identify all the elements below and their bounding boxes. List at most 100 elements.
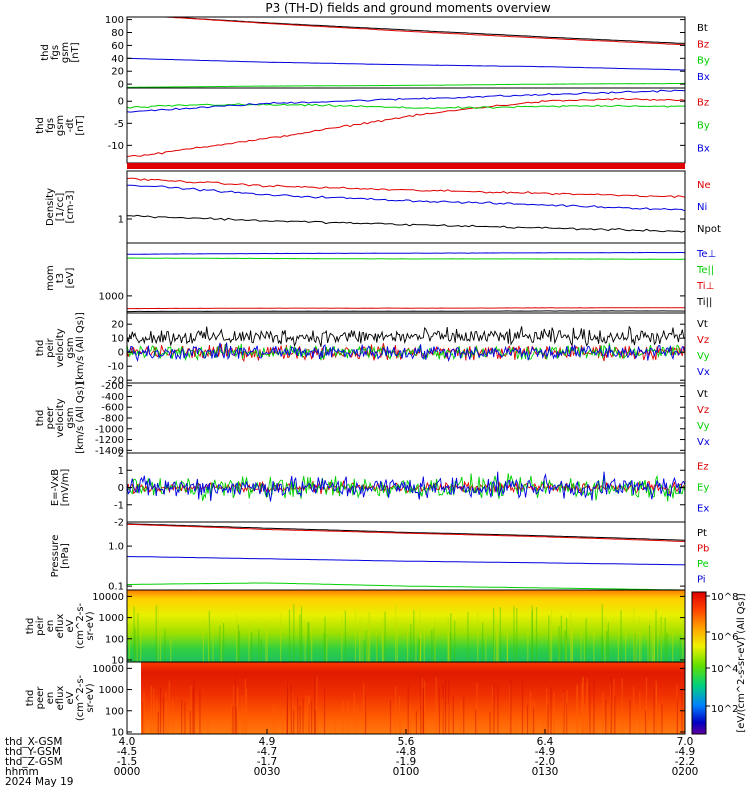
y-tick-label: 0 bbox=[118, 483, 124, 494]
spectrogram-streak bbox=[644, 710, 647, 734]
spectrogram-streak bbox=[660, 616, 662, 662]
y-axis-label-line: peir bbox=[45, 337, 56, 357]
spectrogram-streak bbox=[136, 639, 138, 662]
spectrogram-streak bbox=[566, 618, 568, 662]
y-tick-label: 0 bbox=[118, 97, 124, 108]
spectrogram-streak bbox=[286, 684, 288, 734]
y-tick-label: -2 bbox=[114, 518, 124, 529]
y-axis-label-line: -dt bbox=[65, 118, 76, 132]
y-tick-label: 60 bbox=[111, 41, 124, 52]
spectrogram-streak bbox=[582, 677, 584, 734]
y-axis-label-pressure: Pressure [nPa] bbox=[50, 535, 71, 578]
x-axis-row-name: hhmm bbox=[5, 766, 39, 778]
spectrogram-streak bbox=[563, 689, 565, 734]
legend-By: By bbox=[697, 121, 710, 132]
spectrogram-streak bbox=[291, 691, 293, 734]
y-axis-label-line: Pressure bbox=[50, 535, 61, 578]
spectrogram-streak bbox=[365, 694, 367, 734]
y-axis-label-line: [km/s (All Qs)] bbox=[75, 312, 86, 384]
colorbar: 10^8 10^6 10^4 10^2[eV/(cm^2-s-sr-eV) (All … bbox=[691, 591, 747, 735]
spectrogram-streak bbox=[212, 621, 214, 662]
y-axis-label-mom_temp: mom t3 [eV] bbox=[45, 265, 76, 291]
legend-Te⊥: Te⊥ bbox=[696, 249, 716, 260]
spectrogram-streak bbox=[492, 686, 494, 734]
y-tick-label: 1000 bbox=[99, 685, 124, 696]
y-axis-label-line: thd bbox=[35, 340, 46, 357]
spectrogram-streak bbox=[546, 688, 548, 734]
spectrogram-streak bbox=[233, 685, 235, 734]
y-axis-label-line: thd bbox=[35, 117, 46, 134]
spectrogram-streak bbox=[532, 706, 535, 734]
panel-peir_velocity: -20 -10 0 10 20 thd peir velocity gsm [km/s (All … bbox=[35, 312, 710, 387]
series-density-Ni bbox=[127, 184, 686, 212]
spectrogram-streak bbox=[235, 707, 237, 734]
spectrogram-streak bbox=[159, 686, 162, 734]
spectrogram-streak bbox=[150, 685, 153, 734]
series-density-Ne bbox=[126, 177, 686, 198]
panel-fgs_gsm: 0 20 40 60 80 100 thd fgs gsm [nT] Bt Bz By Bx bbox=[40, 15, 710, 91]
spectrogram-streak bbox=[266, 626, 268, 662]
spectrogram-streak bbox=[672, 632, 674, 662]
spectrogram-streak bbox=[664, 617, 666, 662]
spectrogram-streak bbox=[420, 677, 422, 734]
spectrogram-streak bbox=[293, 604, 295, 662]
spectrogram-streak bbox=[535, 607, 538, 662]
spectrogram-streak bbox=[482, 622, 484, 662]
spectrogram-streak bbox=[652, 628, 654, 662]
y-tick-label: 100 bbox=[105, 15, 124, 26]
y-axis-label-line: peer bbox=[35, 686, 46, 710]
spectrogram-streak bbox=[463, 695, 465, 734]
spectrogram-streak bbox=[438, 686, 441, 734]
y-tick-label: 1000 bbox=[99, 291, 124, 302]
y-axis-label-line: fgs bbox=[50, 45, 61, 60]
spectrogram-streak bbox=[406, 624, 409, 662]
spectrogram-streak bbox=[184, 702, 186, 734]
y-axis-label-line: thd bbox=[40, 44, 51, 61]
spectrogram-streak bbox=[170, 638, 172, 662]
spectrogram-streak bbox=[521, 681, 524, 734]
spectrogram-streak bbox=[666, 633, 668, 662]
spectrogram-streak bbox=[308, 695, 310, 734]
x-axis-date: 2024 May 19 bbox=[5, 776, 73, 788]
spectrogram-streak bbox=[189, 710, 191, 734]
spectrogram-streak bbox=[431, 629, 433, 662]
y-axis-label-line: peer bbox=[45, 406, 56, 430]
spectrogram-streak bbox=[251, 632, 253, 662]
legend-Bz: Bz bbox=[697, 39, 709, 50]
y-axis-label-line: [nT] bbox=[75, 115, 86, 135]
spectrogram-streak bbox=[305, 695, 307, 734]
spectrogram-streak bbox=[576, 684, 579, 734]
spectrogram-streak bbox=[400, 710, 402, 734]
spectrogram-streak bbox=[358, 621, 360, 662]
y-axis-label-efield: E=-VxB [mV/m] bbox=[50, 469, 71, 507]
x-axis-row-value: -1.5 bbox=[117, 756, 138, 768]
spectrogram-streak bbox=[199, 690, 201, 734]
spectrogram-streak bbox=[275, 704, 277, 734]
x-axis-row-value: -4.5 bbox=[117, 746, 138, 758]
spectrogram-streak bbox=[164, 628, 166, 662]
panel-pressure: 1.0 0.1 Pressure [nPa] Pt Pb Pe Pi bbox=[50, 521, 709, 593]
x-axis-row-value: -2.2 bbox=[675, 756, 696, 768]
spectrogram-streak bbox=[155, 605, 157, 662]
y-tick-label: 20 bbox=[111, 67, 124, 78]
y-axis-label-line: peir bbox=[35, 615, 46, 635]
y-axis-label-line: velocity bbox=[55, 328, 66, 367]
spectrogram-streak bbox=[645, 677, 648, 734]
spectrogram-streak bbox=[192, 687, 194, 734]
series-fgs_gsm-Bz bbox=[127, 16, 686, 46]
legend-Bz: Bz bbox=[697, 98, 709, 109]
spectrogram-streak bbox=[297, 697, 299, 734]
spectrogram-streak bbox=[241, 695, 243, 734]
spectrogram-streak bbox=[360, 617, 362, 662]
spectrogram-streak bbox=[347, 700, 349, 734]
spectrogram-peer_eflux bbox=[141, 662, 685, 734]
series-pressure-Pb bbox=[126, 523, 686, 542]
spectrogram-streak bbox=[308, 704, 310, 734]
spectrogram-streak bbox=[586, 677, 588, 734]
spectrogram-streak bbox=[683, 690, 685, 734]
spectrogram-streak bbox=[515, 711, 517, 734]
y-tick-label: 10 bbox=[111, 655, 124, 666]
spectrogram-streak bbox=[593, 627, 595, 662]
spectrogram-gap bbox=[127, 662, 141, 734]
y-tick-label: -600 bbox=[101, 403, 124, 414]
